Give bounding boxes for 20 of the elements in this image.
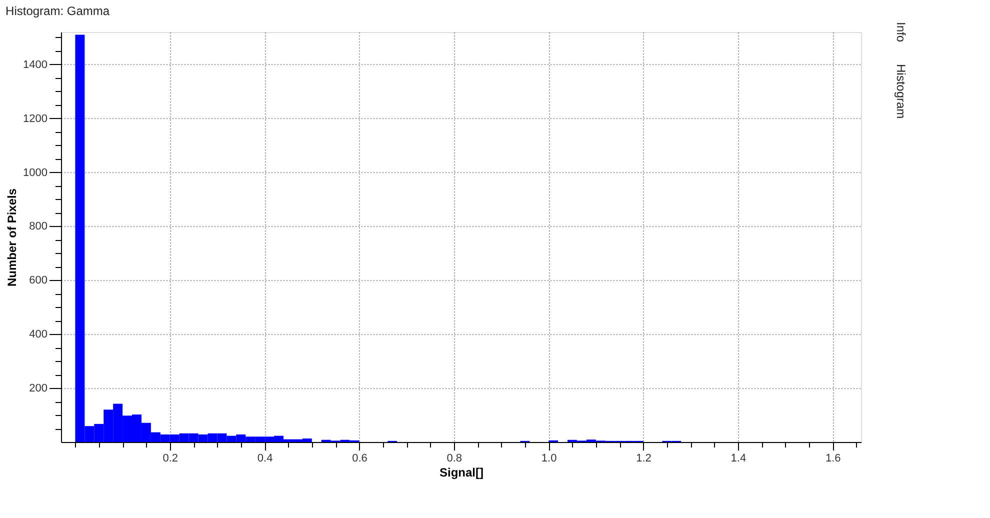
y-tick-label: 600: [29, 274, 48, 287]
x-tick-label: 0.2: [162, 452, 178, 464]
y-tick-label: 400: [29, 328, 48, 341]
y-tick-label: 200: [29, 382, 48, 395]
y-tick-label: 1200: [23, 112, 48, 125]
x-tick-label: 0.8: [446, 452, 462, 464]
text: Info: [894, 22, 908, 42]
y-tick-label: 1400: [23, 58, 48, 71]
text: Histogram: [894, 64, 908, 119]
x-tick-label: 1.0: [541, 452, 557, 464]
x-axis-title: Signal[]: [440, 466, 484, 480]
y-tick-label: 800: [29, 220, 48, 233]
x-tick-label: 1.6: [825, 452, 841, 464]
x-tick-label: 0.6: [352, 452, 368, 464]
x-tick-label: 0.4: [257, 452, 273, 464]
x-tick-label: 1.2: [636, 452, 652, 464]
x-tick-label: 1.4: [730, 452, 746, 464]
chart-title: Histogram: Gamma: [6, 4, 110, 18]
y-axis-title: Number of Pixels: [5, 188, 20, 287]
y-tick-label: 1000: [23, 166, 48, 179]
